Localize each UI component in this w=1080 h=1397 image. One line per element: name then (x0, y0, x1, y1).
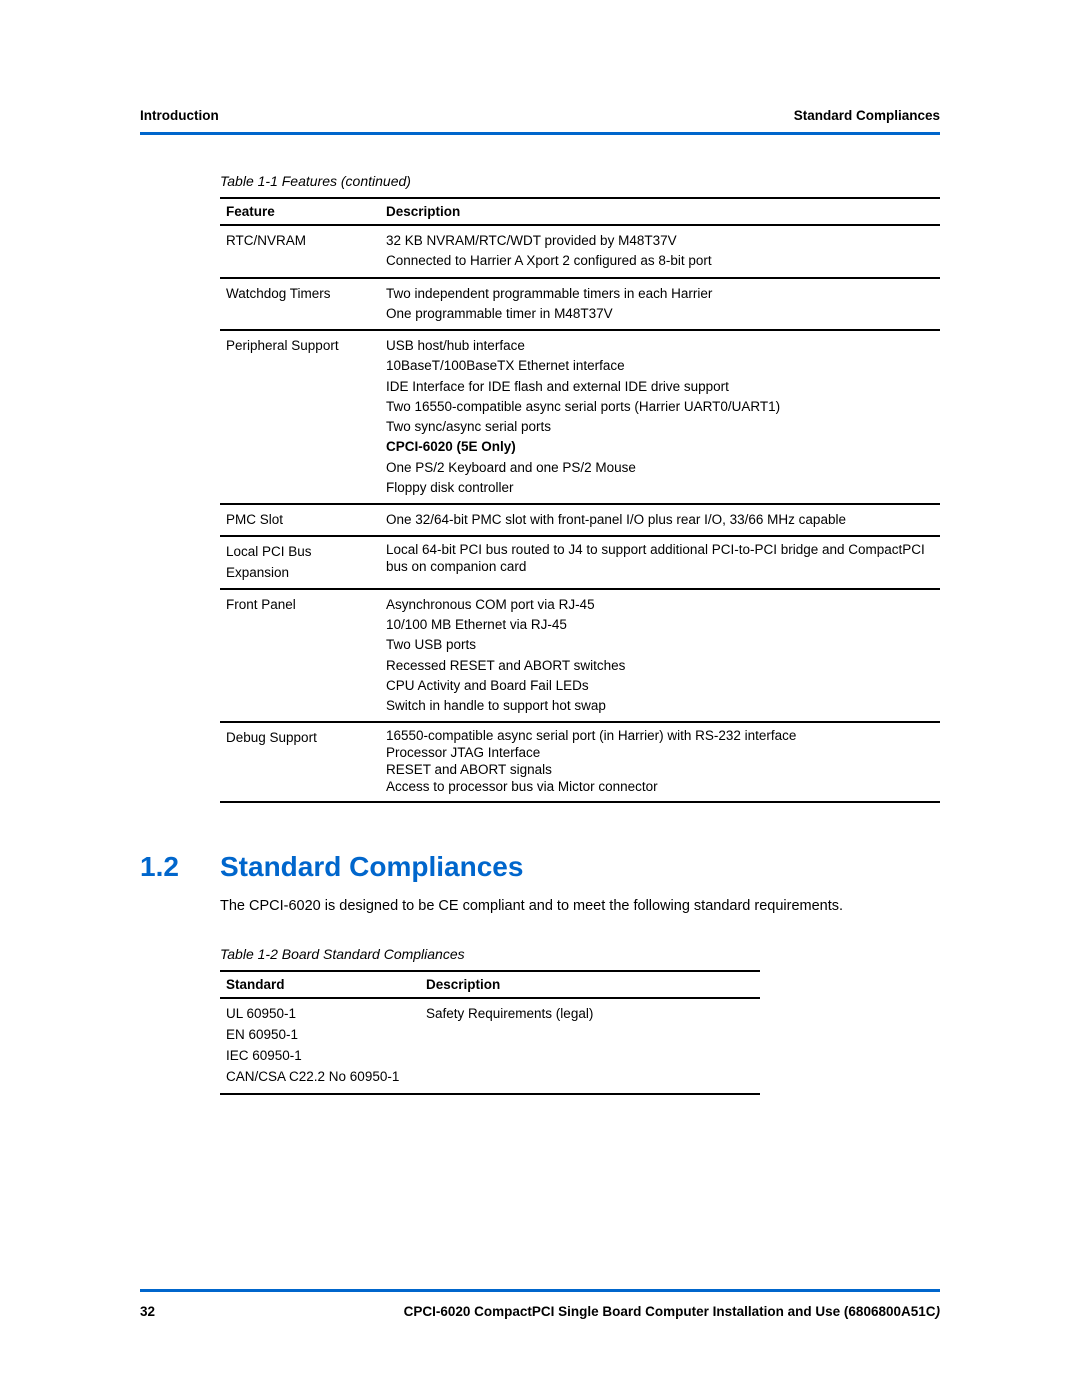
header-rule (140, 132, 940, 135)
table-row: Debug Support 16550-compatible async ser… (220, 722, 940, 802)
section-number: 1.2 (140, 851, 220, 883)
description-cell: Asynchronous COM port via RJ-45 10/100 M… (380, 589, 940, 723)
compliance-table: Standard Description UL 60950-1 EN 60950… (220, 970, 760, 1095)
compliance-col-description: Description (420, 971, 760, 998)
feature-cell: Local PCI Bus Expansion (220, 536, 380, 589)
footer-title: CPCI-6020 CompactPCI Single Board Comput… (404, 1304, 940, 1319)
header-right: Standard Compliances (794, 108, 940, 123)
description-cell: Safety Requirements (legal) (420, 998, 760, 1094)
page-number: 32 (140, 1304, 155, 1319)
description-cell: Local 64-bit PCI bus routed to J4 to sup… (380, 536, 940, 589)
feature-cell: PMC Slot (220, 504, 380, 536)
table-row: Peripheral Support USB host/hub interfac… (220, 330, 940, 504)
footer-rule (140, 1289, 940, 1292)
feature-cell: Front Panel (220, 589, 380, 723)
table-row: RTC/NVRAM 32 KB NVRAM/RTC/WDT provided b… (220, 225, 940, 278)
table-1-caption: Table 1-1 Features (continued) (220, 173, 940, 189)
description-cell: USB host/hub interface 10BaseT/100BaseTX… (380, 330, 940, 504)
feature-cell: RTC/NVRAM (220, 225, 380, 278)
header-left: Introduction (140, 108, 219, 123)
table-row: PMC Slot One 32/64-bit PMC slot with fro… (220, 504, 940, 536)
features-col-feature: Feature (220, 198, 380, 225)
features-col-description: Description (380, 198, 940, 225)
table-row: Front Panel Asynchronous COM port via RJ… (220, 589, 940, 723)
description-cell: One 32/64-bit PMC slot with front-panel … (380, 504, 940, 536)
feature-cell: Watchdog Timers (220, 278, 380, 331)
features-table: Feature Description RTC/NVRAM 32 KB NVRA… (220, 197, 940, 803)
table-row: Watchdog Timers Two independent programm… (220, 278, 940, 331)
description-cell: Two independent programmable timers in e… (380, 278, 940, 331)
section-title: Standard Compliances (220, 851, 523, 883)
page-header: Introduction Standard Compliances (140, 108, 940, 129)
page-footer: 32 CPCI-6020 CompactPCI Single Board Com… (140, 1289, 940, 1319)
table-row: UL 60950-1 EN 60950-1 IEC 60950-1 CAN/CS… (220, 998, 760, 1094)
feature-cell: Peripheral Support (220, 330, 380, 504)
section-heading: 1.2 Standard Compliances (140, 851, 940, 883)
description-cell: 32 KB NVRAM/RTC/WDT provided by M48T37V … (380, 225, 940, 278)
description-cell: 16550-compatible async serial port (in H… (380, 722, 940, 802)
table-2-caption: Table 1-2 Board Standard Compliances (220, 946, 940, 962)
section-body: The CPCI-6020 is designed to be CE compl… (220, 897, 940, 917)
table-row: Local PCI Bus Expansion Local 64-bit PCI… (220, 536, 940, 589)
standard-cell: UL 60950-1 EN 60950-1 IEC 60950-1 CAN/CS… (220, 998, 420, 1094)
compliance-col-standard: Standard (220, 971, 420, 998)
feature-cell: Debug Support (220, 722, 380, 802)
